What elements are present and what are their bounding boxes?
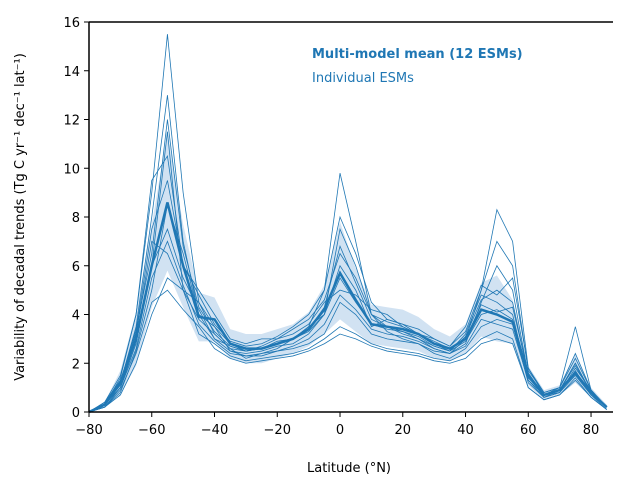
y-tick-label: 4 [72,309,80,324]
y-tick-label: 10 [63,162,80,177]
esm-line [88,180,608,413]
y-tick-label: 8 [72,211,80,226]
x-axis-label: Latitude (°N) [307,461,391,476]
mean-line [88,202,608,414]
x-tick-label: −20 [264,423,291,438]
legend-individual: Individual ESMs [312,71,414,86]
esm-line [88,34,608,413]
y-tick-label: 12 [63,114,80,129]
y-axis-label: Variability of decadal trends (Tg C yr⁻¹… [13,53,28,381]
y-tick-label: 2 [72,357,80,372]
y-tick-label: 6 [72,260,80,275]
x-tick-label: −60 [138,423,165,438]
x-tick-label: 60 [520,423,537,438]
x-tick-label: 80 [583,423,600,438]
y-tick-label: 16 [63,16,80,31]
x-tick-label: 0 [336,423,344,438]
x-tick-label: −40 [201,423,228,438]
x-tick-label: 20 [394,423,411,438]
legend-mean: Multi-model mean (12 ESMs) [312,47,523,62]
x-tick-label: −80 [75,423,102,438]
esm-line [88,289,607,413]
esm-line [88,119,607,413]
y-tick-label: 0 [72,406,80,421]
esm-line [88,240,607,413]
esm-line [88,154,608,413]
esm-line [88,95,607,413]
y-tick-label: 14 [63,65,80,80]
esm-line [88,277,607,413]
x-tick-label: 40 [457,423,474,438]
